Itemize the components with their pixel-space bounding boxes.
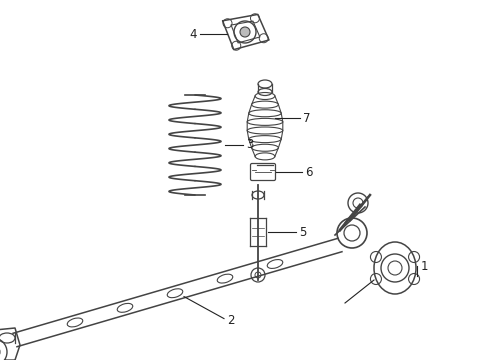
Text: 7: 7 <box>303 112 311 125</box>
Text: 2: 2 <box>227 314 235 327</box>
Text: 3: 3 <box>246 139 253 152</box>
Text: 4: 4 <box>190 27 197 40</box>
Text: 1: 1 <box>421 260 428 273</box>
Circle shape <box>240 27 250 37</box>
Text: 6: 6 <box>305 166 313 179</box>
Text: 5: 5 <box>299 226 306 239</box>
